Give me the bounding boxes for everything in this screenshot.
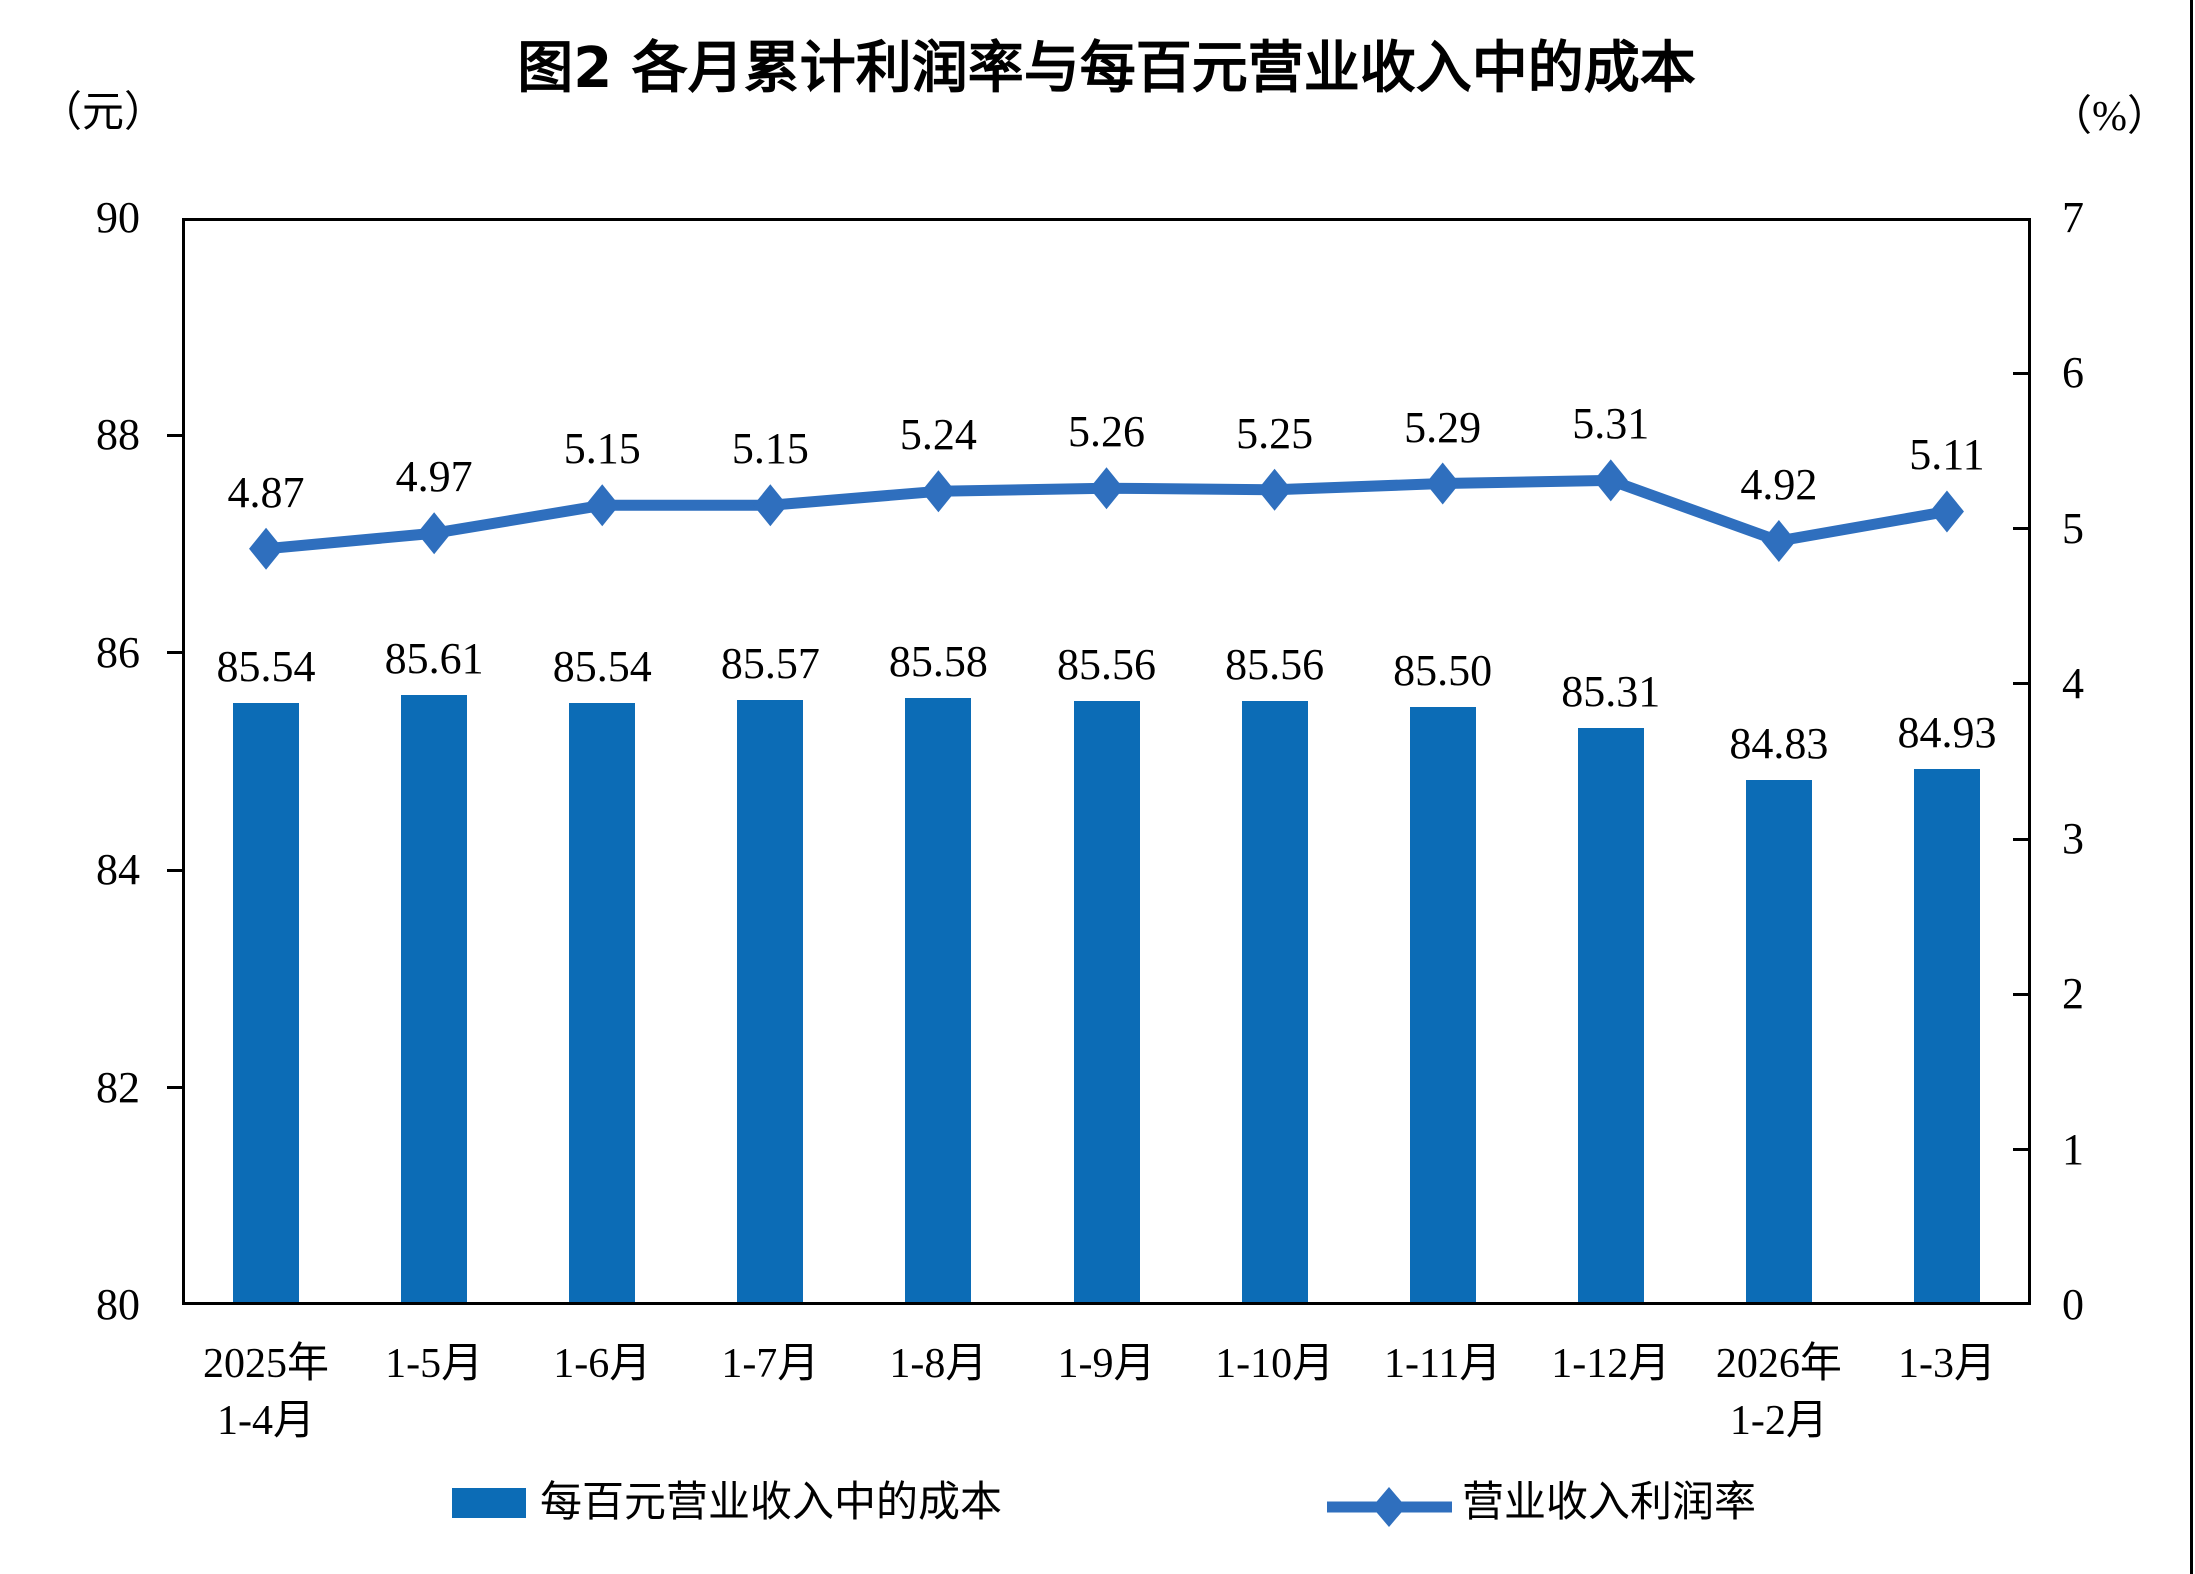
left-axis-unit-label: （元） — [40, 90, 167, 136]
bar — [905, 698, 972, 1302]
line-value-label: 5.31 — [1572, 399, 1650, 449]
chart-title: 图2 各月累计利润率与每百元营业收入中的成本 — [517, 36, 1696, 101]
legend-line-marker-icon — [1327, 1487, 1452, 1527]
line-marker-diamond-icon — [1929, 490, 1964, 533]
x-axis-category-label: 1-8月 — [889, 1341, 988, 1387]
bar — [737, 699, 804, 1302]
left-axis-tick — [167, 433, 182, 437]
line-value-label: 4.87 — [227, 467, 305, 517]
legend-bar-swatch — [452, 1488, 526, 1518]
left-axis-tick-label: 88 — [96, 410, 140, 460]
bar — [233, 702, 300, 1302]
line-value-label: 5.24 — [899, 410, 977, 460]
line-marker-diamond-icon — [1089, 467, 1124, 510]
line-value-label: 4.92 — [1740, 459, 1818, 509]
legend-bar-label: 每百元营业收入中的成本 — [540, 1480, 1003, 1526]
x-axis-category-label: 1-9月 — [1057, 1341, 1156, 1387]
line-marker-diamond-icon — [1593, 459, 1628, 502]
right-axis-tick-label: 0 — [2062, 1280, 2084, 1329]
left-axis-tick-label: 80 — [96, 1280, 140, 1329]
right-axis-tick-label: 4 — [2062, 658, 2084, 708]
right-axis-tick-label: 2 — [2062, 969, 2084, 1019]
bar — [401, 695, 468, 1302]
line-value-label: 5.15 — [731, 424, 809, 474]
bar — [1409, 707, 1476, 1302]
left-axis-tick — [167, 868, 182, 872]
x-axis-category-label: 1-10月 — [1215, 1341, 1335, 1387]
right-axis-tick-label: 7 — [2062, 193, 2084, 242]
x-axis-category-label: 1-5月 — [385, 1341, 484, 1387]
left-axis-tick-label: 86 — [96, 627, 140, 677]
right-axis-tick — [2013, 527, 2029, 531]
x-axis-category-label: 2026年 1-2月 — [1715, 1341, 1842, 1445]
bar — [1913, 769, 1980, 1302]
bar — [1241, 700, 1308, 1302]
right-axis-tick-label: 5 — [2062, 503, 2084, 553]
right-axis-tick — [2013, 837, 2029, 841]
line-marker-diamond-icon — [417, 512, 452, 555]
x-axis-category-label: 1-7月 — [721, 1341, 820, 1387]
bar-value-label: 85.31 — [1561, 666, 1661, 716]
legend-diamond-icon — [1372, 1487, 1406, 1527]
right-axis-tick-label: 6 — [2062, 348, 2084, 398]
bar-value-label: 85.56 — [1057, 639, 1156, 689]
right-axis-tick-label: 3 — [2062, 814, 2084, 864]
line-marker-diamond-icon — [1425, 462, 1460, 505]
line-value-label: 5.25 — [1236, 408, 1314, 458]
legend-line-label: 营业收入利润率 — [1462, 1480, 1757, 1526]
left-axis-tick-label: 82 — [96, 1062, 140, 1112]
bar-value-label: 85.56 — [1225, 639, 1325, 689]
line-value-label: 5.11 — [1909, 430, 1985, 480]
left-axis-tick — [167, 651, 182, 655]
left-axis-tick-label: 90 — [96, 193, 140, 242]
line-marker-diamond-icon — [585, 484, 620, 527]
bar-value-label: 85.58 — [888, 637, 988, 687]
left-axis-tick — [167, 1086, 182, 1090]
x-axis-category-label: 2025年 1-4月 — [203, 1341, 330, 1445]
x-axis-category-label: 1-12月 — [1551, 1341, 1671, 1387]
line-marker-diamond-icon — [249, 527, 284, 570]
left-axis-tick-label: 84 — [96, 845, 140, 895]
bar-value-label: 85.50 — [1393, 646, 1493, 696]
page-right-border — [2190, 0, 2193, 1574]
bar — [569, 702, 636, 1302]
x-axis-category-label: 1-6月 — [553, 1341, 652, 1387]
right-axis-unit-label: （%） — [2050, 94, 2169, 140]
bar-value-label: 85.54 — [552, 641, 652, 691]
bar-value-label: 85.54 — [216, 641, 316, 691]
bar-value-label: 84.93 — [1897, 708, 1997, 758]
x-axis-category-label: 1-11月 — [1383, 1341, 1502, 1387]
right-axis-tick-label: 1 — [2062, 1124, 2084, 1174]
line-marker-diamond-icon — [1257, 468, 1292, 511]
line-value-label: 5.26 — [1068, 407, 1145, 457]
right-axis-tick — [2013, 371, 2029, 375]
bar — [1577, 727, 1644, 1302]
right-axis-tick — [2013, 1148, 2029, 1152]
line-marker-diamond-icon — [1761, 519, 1796, 562]
right-axis-tick — [2013, 682, 2029, 686]
right-axis-tick — [2013, 992, 2029, 996]
line-marker-diamond-icon — [753, 484, 788, 527]
x-axis-category-label: 1-3月 — [1897, 1341, 1996, 1387]
bar-value-label: 85.61 — [384, 634, 484, 684]
line-value-label: 5.29 — [1404, 402, 1482, 452]
line-marker-diamond-icon — [921, 470, 956, 513]
bar-value-label: 84.83 — [1729, 718, 1829, 768]
bar-value-label: 85.57 — [720, 638, 820, 688]
bar — [1073, 700, 1140, 1302]
line-value-label: 5.15 — [563, 424, 641, 474]
bar — [1745, 779, 1812, 1302]
line-value-label: 4.97 — [395, 452, 473, 502]
